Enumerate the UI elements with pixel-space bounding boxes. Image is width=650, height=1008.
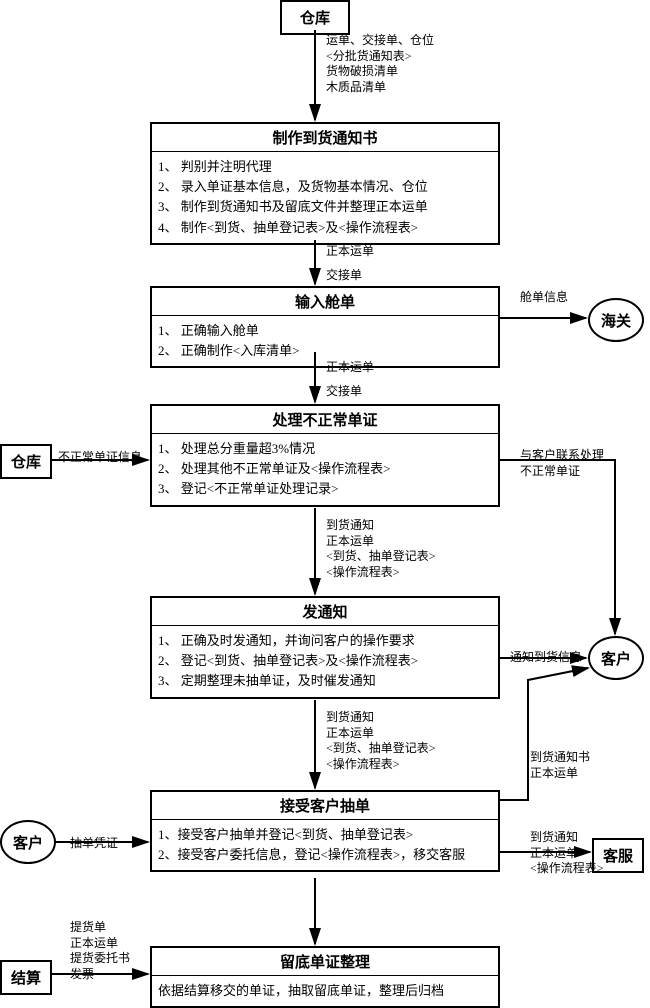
list-item: 1、接受客户抽单并登记<到货、抽单登记表> (158, 826, 492, 844)
node-handle-abnormal: 处理不正常单证 1、 处理总分重量超3%情况 2、 处理其他不正常单证及<操作流… (150, 404, 500, 507)
list-item: 3、 定期整理未抽单证，及时催发通知 (158, 672, 492, 690)
edge-label: 通知到货信息 (510, 650, 582, 666)
list-item: 3、 登记<不正常单证处理记录> (158, 480, 492, 498)
node-warehouse-left: 仓库 (0, 444, 52, 479)
list-item: 1、 正确及时发通知，并询问客户的操作要求 (158, 632, 492, 650)
list-item: 2、接受客户委托信息，登记<操作流程表>，移交客服 (158, 846, 492, 864)
node-title: 接受客户抽单 (152, 792, 498, 820)
node-customer-left: 客户 (0, 820, 56, 864)
node-title: 客户 (601, 648, 631, 669)
edge-label: 舱单信息 (520, 290, 568, 306)
edge-label: 交接单 (326, 268, 362, 284)
node-accept-pickup: 接受客户抽单 1、接受客户抽单并登记<到货、抽单登记表> 2、接受客户委托信息，… (150, 790, 500, 872)
edge-label: 到货通知 正本运单 <到货、抽单登记表> <操作流程表> (326, 518, 436, 580)
node-title: 处理不正常单证 (152, 406, 498, 434)
node-title: 海关 (601, 310, 631, 331)
node-title: 仓库 (11, 455, 41, 471)
node-title: 客服 (603, 849, 633, 865)
node-body: 1、 判别并注明代理 2、 录入单证基本信息，及货物基本情况、仓位 3、 制作到… (152, 152, 498, 243)
list-item: 依据结算移交的单证，抽取留底单证，整理后归档 (158, 982, 492, 1000)
node-title: 客户 (13, 832, 43, 853)
node-title: 留底单证整理 (152, 948, 498, 976)
node-title: 发通知 (152, 598, 498, 626)
edge-label: 到货通知书 正本运单 (530, 750, 590, 781)
node-enter-manifest: 输入舱单 1、 正确输入舱单 2、 正确制作<入库清单> (150, 286, 500, 368)
node-body: 1、 处理总分重量超3%情况 2、 处理其他不正常单证及<操作流程表> 3、 登… (152, 434, 498, 505)
list-item: 1、 判别并注明代理 (158, 158, 492, 176)
list-item: 2、 正确制作<入库清单> (158, 342, 492, 360)
node-title: 仓库 (300, 11, 330, 27)
list-item: 2、 登记<到货、抽单登记表>及<操作流程表> (158, 652, 492, 670)
node-warehouse-top: 仓库 (280, 0, 350, 35)
node-settlement: 结算 (0, 960, 52, 995)
list-item: 3、 制作到货通知书及留底文件并整理正本运单 (158, 198, 492, 216)
node-make-arrival: 制作到货通知书 1、 判别并注明代理 2、 录入单证基本信息，及货物基本情况、仓… (150, 122, 500, 245)
node-body: 1、 正确输入舱单 2、 正确制作<入库清单> (152, 316, 498, 366)
edge-label: 正本运单 (326, 360, 374, 376)
node-body: 依据结算移交的单证，抽取留底单证，整理后归档 (152, 976, 498, 1006)
node-customs: 海关 (588, 298, 644, 342)
edge-label: 到货通知 正本运单 <操作流程表> (530, 830, 604, 877)
node-title: 输入舱单 (152, 288, 498, 316)
edge-label: 与客户联系处理 不正常单证 (520, 448, 604, 479)
node-customer-right: 客户 (588, 636, 644, 680)
list-item: 2、 处理其他不正常单证及<操作流程表> (158, 460, 492, 478)
edge-label: 不正常单证信息 (58, 450, 142, 466)
edge-label: 交接单 (326, 384, 362, 400)
node-body: 1、 正确及时发通知，并询问客户的操作要求 2、 登记<到货、抽单登记表>及<操… (152, 626, 498, 697)
list-item: 1、 正确输入舱单 (158, 322, 492, 340)
list-item: 1、 处理总分重量超3%情况 (158, 440, 492, 458)
node-archive: 留底单证整理 依据结算移交的单证，抽取留底单证，整理后归档 (150, 946, 500, 1008)
list-item: 4、 制作<到货、抽单登记表>及<操作流程表> (158, 219, 492, 237)
edge-label: 到货通知 正本运单 <到货、抽单登记表> <操作流程表> (326, 710, 436, 772)
edge-label: 正本运单 (326, 244, 374, 260)
edge-label: 抽单凭证 (70, 836, 118, 852)
node-body: 1、接受客户抽单并登记<到货、抽单登记表> 2、接受客户委托信息，登记<操作流程… (152, 820, 498, 870)
node-title: 制作到货通知书 (152, 124, 498, 152)
edge-label: 运单、交接单、仓位 <分批货通知表> 货物破损清单 木质品清单 (326, 33, 434, 95)
list-item: 2、 录入单证基本信息，及货物基本情况、仓位 (158, 178, 492, 196)
node-send-notice: 发通知 1、 正确及时发通知，并询问客户的操作要求 2、 登记<到货、抽单登记表… (150, 596, 500, 699)
node-title: 结算 (11, 971, 41, 987)
edge-label: 提货单 正本运单 提货委托书 发票 (70, 920, 130, 982)
